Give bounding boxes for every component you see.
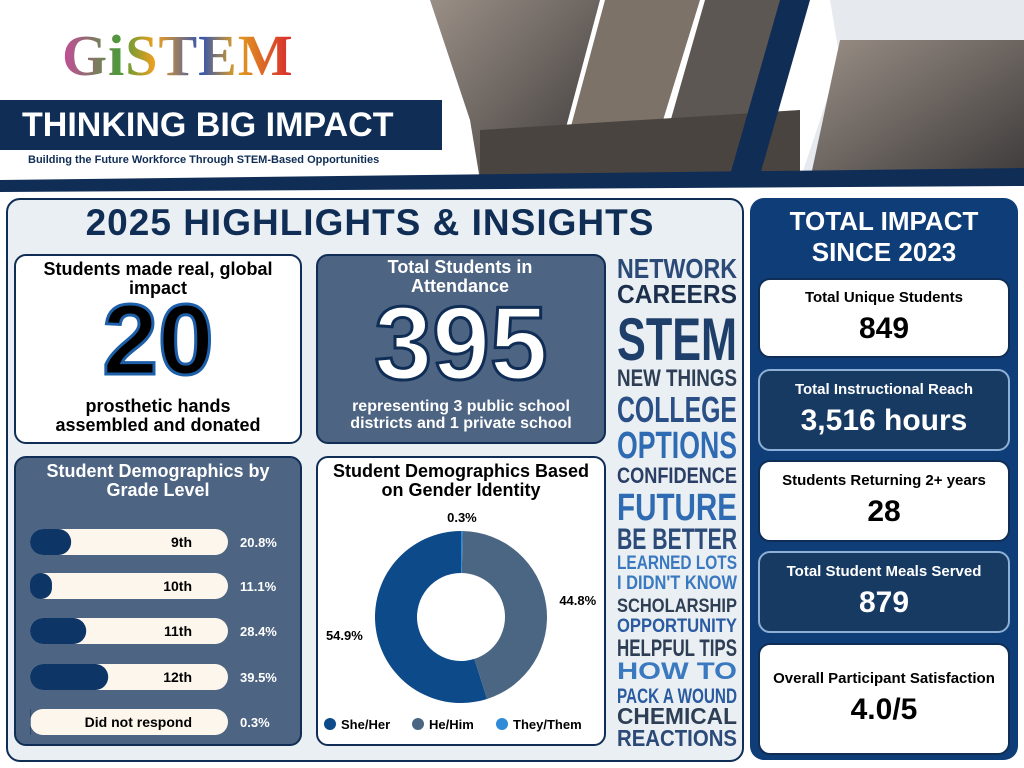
stat-value: 28: [867, 495, 901, 529]
word: CHEMICAL: [617, 703, 737, 729]
bar-track: [30, 709, 228, 735]
value-label: 44.8%: [559, 593, 596, 608]
word: BE BETTER: [617, 523, 737, 556]
value-label: 11.1%: [240, 579, 277, 594]
value-label: 0.3%: [447, 510, 477, 525]
photo: [480, 110, 800, 185]
legend-swatch: [412, 718, 424, 730]
word: I DIDN'T KNOW: [617, 573, 737, 594]
stripe: [730, 0, 810, 175]
word: HELPFUL TIPS: [617, 635, 737, 662]
stat-box: Overall Participant Satisfaction 4.0/5: [758, 643, 1010, 755]
stat-label: Students Returning 2+ years: [782, 471, 986, 489]
word: OPPORTUNITY: [617, 616, 737, 637]
attendance-card: [316, 254, 606, 444]
bar: [30, 709, 31, 735]
stat-value: 4.0/5: [850, 693, 918, 727]
stat-value: 3,516 hours: [800, 404, 968, 438]
legend-label: She/Her: [341, 717, 390, 732]
donut-slice: [461, 531, 463, 574]
chart-title: Student Demographics Based on Gender Ide…: [332, 461, 590, 501]
stat-value: 879: [858, 586, 910, 620]
category-label: 11th: [164, 623, 192, 639]
bar: [30, 573, 52, 599]
category-label: 12th: [163, 669, 192, 685]
highlights-title: 2025 HIGHLIGHTS & INSIGHTS: [85, 202, 655, 243]
word: COLLEGE: [617, 389, 737, 430]
photo: [570, 0, 700, 130]
legend-label: He/Him: [429, 717, 474, 732]
category-label: 10th: [163, 578, 192, 594]
value-label: 54.9%: [326, 628, 363, 643]
impact-card: [14, 254, 302, 444]
stat-box: Total Instructional Reach 3,516 hours: [758, 369, 1010, 451]
legend-label: They/Them: [513, 717, 582, 732]
total-impact-title: TOTAL IMPACT SINCE 2023: [789, 206, 979, 268]
word: STEM: [617, 306, 737, 373]
subtitle: Building the Future Workforce Through ST…: [28, 154, 380, 166]
card-caption: prosthetic hands assembled and donated: [55, 396, 261, 436]
stat-label: Total Student Meals Served: [786, 562, 982, 580]
word: REACTIONS: [617, 725, 737, 751]
donut-slice: [461, 531, 548, 699]
card-heading: Students made real, global impact: [43, 259, 273, 299]
bar-track: [30, 529, 228, 555]
stripe: [0, 168, 1024, 192]
category-label: Did not respond: [85, 714, 192, 730]
card-heading: Total Students in Attendance: [387, 257, 533, 297]
stat-box: Total Unique Students 849: [758, 278, 1010, 358]
charts: 9th 20.8% 10th 11.1% 11th 28.4% 12th 39.5% Did n…: [30, 253, 737, 751]
stat-box: Students Returning 2+ years 28: [758, 460, 1010, 542]
big-number: 395: [373, 286, 550, 402]
word: SCHOLARSHIP: [617, 596, 737, 617]
bar: [30, 664, 109, 690]
word: PACK A WOUND: [617, 685, 737, 708]
stat-label: Total Instructional Reach: [794, 380, 974, 398]
legend-swatch: [324, 718, 336, 730]
word: LEARNED LOTS: [617, 553, 737, 574]
stat-label: Total Unique Students: [804, 288, 964, 306]
card-caption: representing 3 public school districts a…: [350, 398, 572, 433]
big-number: 20: [101, 284, 215, 396]
legend-swatch: [496, 718, 508, 730]
word: OPTIONS: [617, 425, 737, 467]
chart-title: Student Demographics by Grade Level: [46, 461, 270, 501]
category-label: 9th: [171, 534, 192, 550]
photo: [810, 40, 1024, 180]
word: CAREERS: [617, 279, 737, 309]
stat-label: Overall Participant Satisfaction: [773, 669, 995, 687]
donut-slice: [375, 531, 488, 703]
value-label: 0.3%: [240, 715, 270, 730]
grade-card: [14, 456, 302, 746]
logo: GiSTEM: [62, 23, 294, 88]
word: NEW THINGS: [617, 365, 737, 392]
word: FUTURE: [617, 487, 737, 529]
bar: [30, 618, 87, 644]
word: HOW TO: [617, 658, 737, 685]
value-label: 20.8%: [240, 535, 277, 550]
stat-value: 849: [858, 312, 910, 346]
banner-title: THINKING BIG IMPACT: [0, 100, 442, 150]
stat-box: Total Student Meals Served 879: [758, 551, 1010, 633]
header-art: [0, 0, 1024, 192]
word: CONFIDENCE: [617, 463, 737, 488]
bar: [30, 529, 72, 555]
bar-track: [30, 573, 228, 599]
value-label: 28.4%: [240, 624, 277, 639]
value-label: 39.5%: [240, 670, 277, 685]
word: NETWORK: [617, 253, 737, 284]
